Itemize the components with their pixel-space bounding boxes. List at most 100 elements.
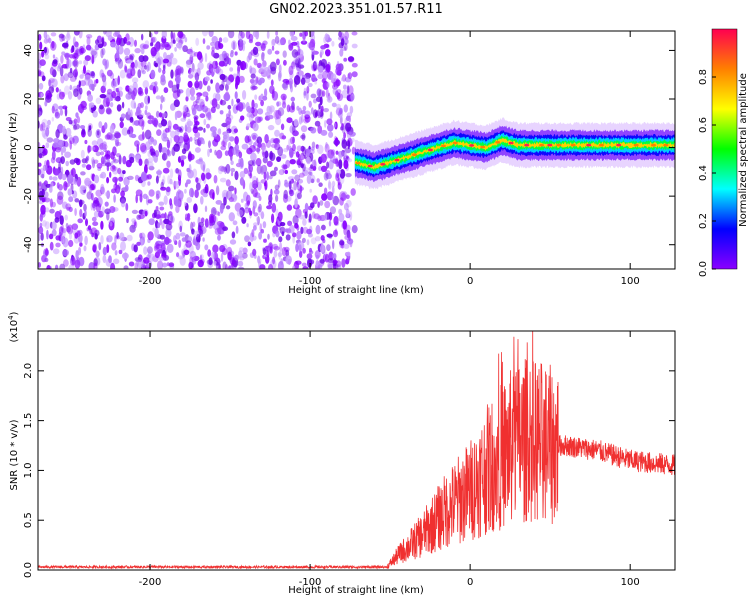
noise-speckle <box>293 75 301 85</box>
noise-speckle <box>329 206 336 215</box>
noise-speckle <box>230 160 234 166</box>
noise-speckle <box>318 66 324 76</box>
noise-speckle <box>260 99 264 107</box>
noise-speckle <box>224 150 229 156</box>
noise-speckle <box>174 111 178 121</box>
noise-speckle <box>191 263 195 268</box>
noise-speckle <box>90 70 95 77</box>
noise-speckle <box>51 229 57 237</box>
noise-speckle <box>154 150 160 158</box>
noise-speckle <box>285 80 290 85</box>
noise-speckle <box>277 261 284 269</box>
noise-speckle <box>314 80 318 85</box>
noise-speckle <box>161 179 165 186</box>
noise-speckle <box>41 75 46 82</box>
noise-speckle <box>84 235 88 246</box>
noise-speckle <box>282 50 287 58</box>
noise-speckle <box>240 31 245 39</box>
noise-speckle <box>78 80 82 88</box>
noise-speckle <box>116 104 122 112</box>
noise-speckle <box>194 147 201 153</box>
noise-speckle <box>269 246 273 254</box>
noise-speckle <box>147 157 154 163</box>
noise-speckle <box>118 90 123 98</box>
noise-speckle <box>232 220 238 226</box>
noise-speckle <box>49 198 54 208</box>
noise-speckle <box>95 39 100 45</box>
noise-speckle <box>150 137 155 143</box>
noise-speckle <box>312 195 318 205</box>
noise-speckle <box>324 212 328 221</box>
noise-speckle <box>348 85 354 96</box>
spectrogram-frame <box>37 30 676 270</box>
y-tick-label: -20 <box>23 188 34 204</box>
noise-speckle <box>49 241 54 251</box>
noise-speckle <box>189 256 194 267</box>
noise-speckle <box>43 38 49 44</box>
noise-speckle <box>172 32 176 41</box>
noise-speckle <box>117 86 123 92</box>
noise-speckle <box>186 167 191 173</box>
noise-speckle <box>179 128 184 133</box>
noise-speckle <box>241 143 249 150</box>
noise-speckle <box>147 95 150 104</box>
noise-speckle <box>229 239 237 245</box>
noise-speckle <box>210 68 216 76</box>
noise-speckle <box>81 158 88 164</box>
noise-speckle <box>115 87 120 93</box>
noise-speckle <box>139 232 143 239</box>
noise-speckle <box>219 204 224 214</box>
noise-speckle <box>109 102 114 108</box>
noise-speckle <box>126 234 133 242</box>
noise-speckle <box>88 102 95 108</box>
noise-speckle <box>123 47 131 56</box>
noise-speckle <box>38 226 44 235</box>
noise-speckle <box>188 73 194 79</box>
noise-speckle <box>240 62 244 70</box>
noise-speckle <box>88 146 96 151</box>
noise-speckle <box>221 248 228 256</box>
noise-speckle <box>213 224 219 230</box>
noise-speckle <box>351 71 358 78</box>
noise-speckle <box>68 232 73 240</box>
noise-speckle <box>310 93 317 99</box>
noise-speckle <box>212 192 215 200</box>
noise-speckle <box>103 31 107 35</box>
noise-speckle <box>279 222 286 227</box>
noise-speckle <box>274 35 280 44</box>
noise-speckle <box>256 216 260 223</box>
noise-speckle <box>280 123 285 131</box>
noise-speckle <box>318 182 323 187</box>
noise-speckle <box>264 150 269 159</box>
noise-speckle <box>275 116 282 126</box>
noise-speckle <box>76 116 81 124</box>
noise-speckle <box>174 129 180 136</box>
noise-speckle <box>280 39 284 46</box>
noise-speckle <box>207 148 210 158</box>
noise-speckle <box>347 139 351 150</box>
noise-speckle <box>38 262 41 268</box>
noise-speckle <box>38 69 42 77</box>
noise-speckle <box>317 215 322 222</box>
noise-speckle <box>146 64 150 73</box>
noise-speckle <box>182 110 187 117</box>
noise-speckle <box>302 169 309 177</box>
noise-speckle <box>61 224 64 233</box>
noise-speckle <box>157 56 164 65</box>
noise-speckle <box>310 164 314 169</box>
noise-speckle <box>109 124 115 134</box>
noise-speckle <box>252 134 257 141</box>
noise-speckle <box>331 180 336 188</box>
noise-speckle <box>341 139 348 149</box>
noise-speckle <box>320 244 325 253</box>
noise-speckle <box>281 164 287 169</box>
noise-speckle <box>121 127 129 136</box>
noise-speckle <box>64 53 70 60</box>
noise-speckle <box>333 262 339 269</box>
noise-speckle <box>273 250 278 258</box>
noise-speckle <box>309 31 315 37</box>
noise-speckle <box>261 164 265 173</box>
noise-speckle <box>138 214 145 220</box>
noise-speckle <box>351 62 358 68</box>
noise-speckle <box>281 231 285 237</box>
